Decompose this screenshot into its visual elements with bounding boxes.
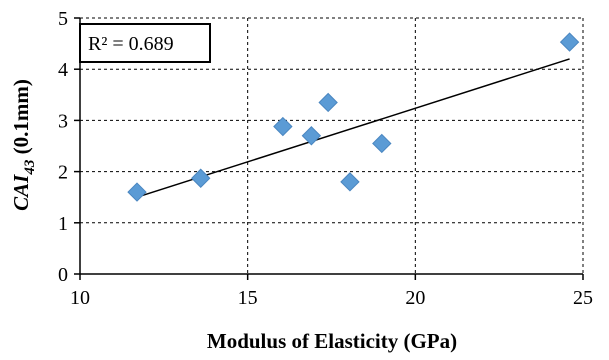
y-axis-title-base: CAI: [9, 174, 33, 211]
trendline-layer: [136, 58, 570, 198]
x-tick-label: 10: [70, 287, 90, 309]
y-tick-label: 1: [58, 213, 68, 235]
data-point-marker: [301, 126, 322, 146]
x-axis-title: Modulus of Elasticity (GPa): [207, 329, 457, 353]
x-tick-label: 15: [238, 287, 258, 309]
y-axis-title-suffix: (0.1mm): [9, 79, 33, 159]
data-point-marker: [559, 32, 580, 52]
trendline: [136, 58, 570, 198]
r-squared-box: [79, 23, 211, 63]
y-tick-label: 0: [58, 264, 68, 286]
y-tick-label: 5: [58, 8, 68, 30]
r-squared-annotation: R² = 0.689: [79, 23, 211, 63]
y-tick-label: 3: [58, 110, 68, 132]
x-tick-label: 20: [405, 287, 425, 309]
y-axis-title-sub: 43: [22, 159, 38, 176]
y-tick-label: 4: [58, 59, 68, 81]
y-tick-label: 2: [58, 162, 68, 184]
r-squared-text: R² = 0.689: [88, 33, 174, 55]
gridlines: [80, 17, 584, 274]
data-point-marker: [191, 168, 211, 188]
x-tick-label: 25: [573, 287, 593, 309]
data-point-marker: [127, 182, 147, 202]
y-axis-title: CAI43 (0.1mm): [9, 79, 38, 211]
data-point-marker: [318, 92, 338, 113]
data-points: [127, 32, 580, 202]
data-point-marker: [273, 116, 293, 137]
data-point-marker: [372, 133, 392, 154]
data-point-marker: [340, 172, 360, 192]
